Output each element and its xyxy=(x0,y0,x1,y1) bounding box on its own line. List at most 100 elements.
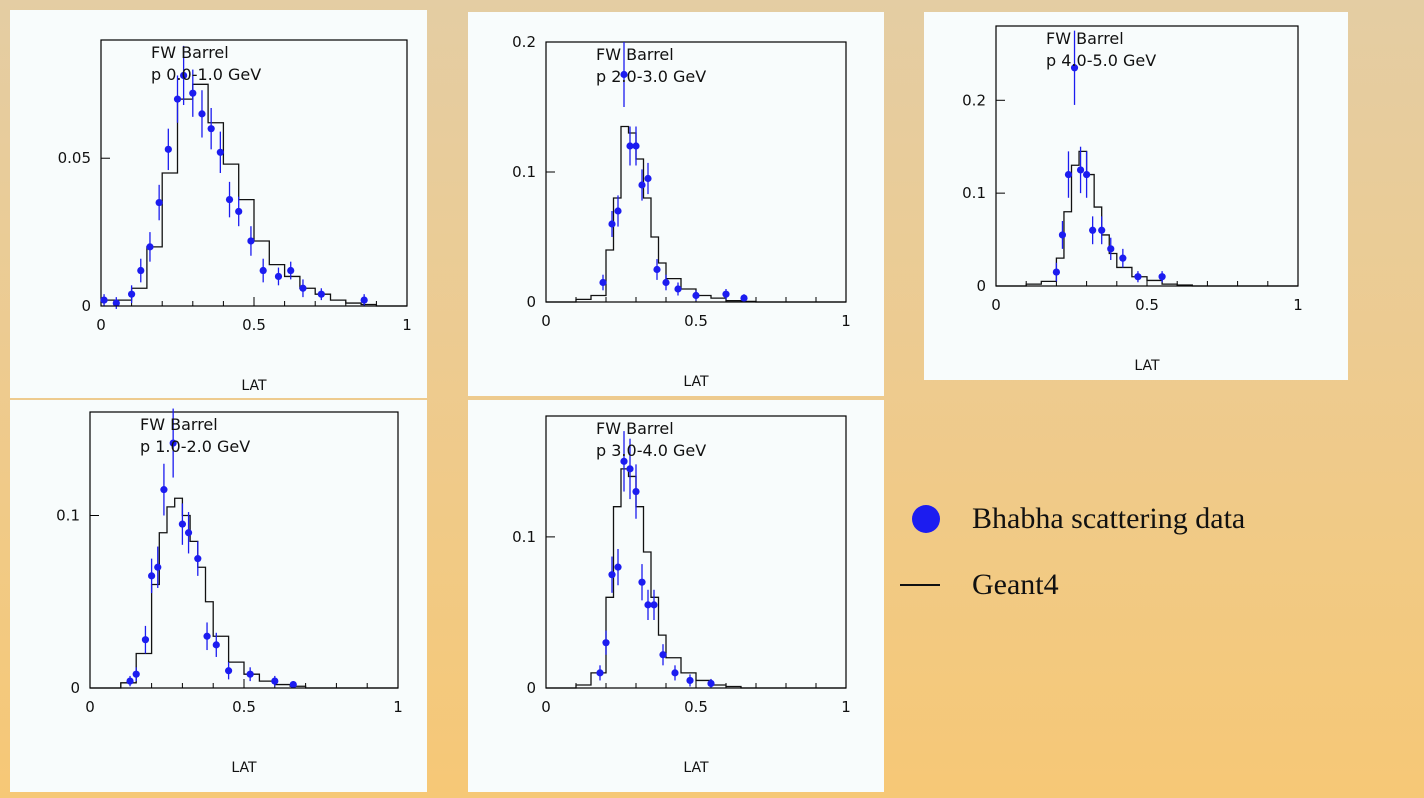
data-point xyxy=(247,237,255,245)
data-point xyxy=(194,555,202,563)
data-point xyxy=(184,529,193,537)
data-point xyxy=(189,89,197,97)
x-tick-label: 0 xyxy=(96,316,106,334)
y-tick-label: 0.05 xyxy=(58,149,91,167)
detector-label: FW Barrel xyxy=(596,45,674,64)
momentum-range-label: p 4.0-5.0 GeV xyxy=(1046,51,1156,70)
x-tick-label: 0.5 xyxy=(242,316,266,334)
data-point xyxy=(146,243,154,251)
x-tick-label: 0.5 xyxy=(1135,296,1159,314)
data-point xyxy=(155,198,163,207)
data-point xyxy=(632,487,640,496)
data-point xyxy=(644,601,652,609)
data-point xyxy=(674,285,682,293)
detector-label: FW Barrel xyxy=(596,419,674,438)
data-point xyxy=(1076,166,1085,174)
momentum-range-label: p 1.0-2.0 GeV xyxy=(140,437,250,456)
data-point xyxy=(596,669,604,677)
geant4-histogram xyxy=(546,125,846,303)
data-point xyxy=(671,669,679,677)
momentum-range-label: p 0.0-1.0 GeV xyxy=(151,65,261,84)
data-point xyxy=(1158,273,1166,281)
momentum-range-label: p 3.0-4.0 GeV xyxy=(596,441,706,460)
x-tick-label: 1 xyxy=(841,312,851,330)
data-point xyxy=(207,125,215,133)
data-point xyxy=(246,670,254,678)
data-point xyxy=(1098,226,1106,234)
legend-mc-entry: Geant4 xyxy=(900,568,1059,602)
data-point xyxy=(212,641,220,649)
chart-p4-5: 0 0.5 1 0 0.1 0.2 FW Barrel p 4.0-5.0 GeV LAT xyxy=(962,25,1303,374)
y-tick-label: 0.1 xyxy=(512,528,536,546)
y-tick-label: 0.2 xyxy=(512,33,536,51)
data-point xyxy=(137,266,145,275)
y-tick-label: 0.1 xyxy=(56,507,80,525)
data-point xyxy=(620,457,628,465)
data-point xyxy=(100,296,108,304)
data-point xyxy=(692,291,700,300)
legend-data-entry: Bhabha scattering data xyxy=(900,502,1245,536)
chart-p1-2: 0 0.5 1 0 0.1 FW Barrel p 1.0-2.0 GeV LAT xyxy=(56,408,403,776)
data-point xyxy=(169,439,177,447)
data-point xyxy=(154,563,162,571)
detector-label: FW Barrel xyxy=(140,415,218,434)
data-point xyxy=(1064,170,1073,179)
data-point xyxy=(259,266,267,275)
data-point xyxy=(638,181,646,189)
y-tick-label: 0 xyxy=(976,277,986,295)
data-point xyxy=(235,207,243,216)
panel-p2-3: 0 0.5 1 0 0.1 0.2 FW Barrel p 2.0-3.0 GeV LAT xyxy=(468,12,884,396)
data-point xyxy=(225,196,234,204)
data-point xyxy=(1058,231,1067,239)
data-point xyxy=(653,265,661,274)
data-point xyxy=(128,290,136,298)
data-point xyxy=(289,680,297,689)
data-point xyxy=(626,465,634,473)
data-point xyxy=(632,142,640,150)
x-tick-label: 0.5 xyxy=(684,312,708,330)
data-point xyxy=(287,266,295,275)
data-point xyxy=(599,278,607,287)
y-tick-label: 0 xyxy=(70,679,80,697)
line-marker-icon xyxy=(900,584,940,586)
y-tick-label: 0.2 xyxy=(962,91,986,109)
legend-data-label: Bhabha scattering data xyxy=(972,502,1246,535)
data-point xyxy=(1107,245,1115,253)
data-point xyxy=(126,677,134,685)
data-point xyxy=(173,95,182,103)
data-point xyxy=(299,284,307,292)
detector-label: FW Barrel xyxy=(1046,29,1124,48)
data-point xyxy=(740,294,748,302)
data-point xyxy=(178,520,186,528)
data-point xyxy=(620,70,628,79)
data-point xyxy=(602,639,610,647)
data-point xyxy=(707,679,715,688)
data-point xyxy=(638,578,646,586)
x-tick-label: 0 xyxy=(991,296,1001,314)
detector-label: FW Barrel xyxy=(151,43,229,62)
y-tick-label: 0.1 xyxy=(512,163,536,181)
data-point xyxy=(1070,64,1079,72)
chart-p2-3: 0 0.5 1 0 0.1 0.2 FW Barrel p 2.0-3.0 GeV LAT xyxy=(512,33,851,390)
data-point xyxy=(644,174,652,183)
geant4-histogram xyxy=(546,468,846,689)
x-axis-title: LAT xyxy=(683,374,709,390)
data-point xyxy=(659,651,667,659)
data-point xyxy=(317,290,325,298)
data-point xyxy=(662,278,670,287)
data-point xyxy=(608,220,616,228)
panel-p3-4: 0 0.5 1 0 0.1 FW Barrel p 3.0-4.0 GeV LAT xyxy=(468,400,884,792)
data-point xyxy=(225,667,233,675)
data-point xyxy=(608,571,616,579)
data-point xyxy=(614,207,622,215)
data-point xyxy=(650,601,658,609)
chart-p0-1: 0 0.5 1 0 0.05 FW Barrel p 0.0-1.0 GeV LAT xyxy=(58,39,412,394)
x-tick-label: 0 xyxy=(85,698,95,716)
panel-p1-2: 0 0.5 1 0 0.1 FW Barrel p 1.0-2.0 GeV LAT xyxy=(10,400,427,792)
data-point xyxy=(203,632,211,640)
legend: Bhabha scattering data Geant4 xyxy=(900,480,1420,640)
x-tick-label: 0.5 xyxy=(232,698,256,716)
x-tick-label: 0 xyxy=(541,312,551,330)
y-tick-label: 0 xyxy=(526,293,536,311)
data-point xyxy=(141,636,150,644)
